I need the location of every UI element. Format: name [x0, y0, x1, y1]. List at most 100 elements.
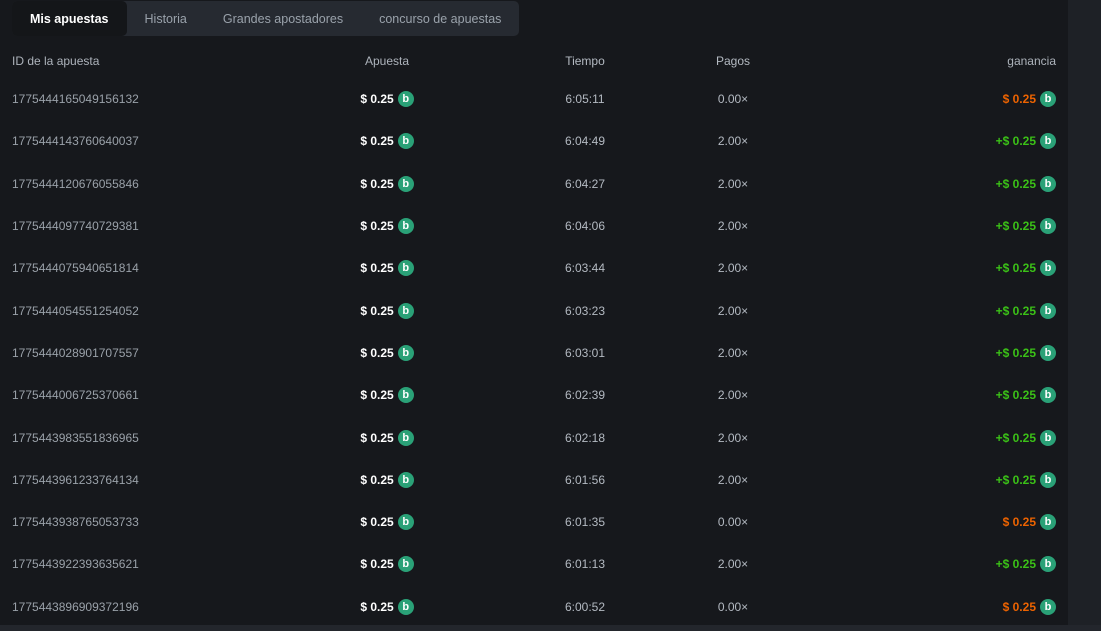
bet-id: 1775444028901707557 — [12, 345, 139, 360]
tab-grandes-apostadores[interactable]: Grandes apostadores — [205, 1, 361, 36]
bet-payout-multiplier: 0.00× — [717, 599, 749, 614]
bet-time: 6:04:49 — [564, 134, 606, 149]
bet-payout-multiplier: 2.00× — [717, 345, 749, 360]
bet-time: 6:01:35 — [564, 515, 606, 530]
coin-icon: b — [1040, 91, 1056, 108]
coin-icon: b — [1040, 556, 1056, 573]
table-row[interactable]: 1775444028901707557 $ 0.25 b 6:03:01 2.0… — [0, 332, 1068, 374]
coin-icon: b — [1040, 344, 1056, 361]
coin-icon: b — [397, 598, 414, 615]
bets-table: ID de la apuesta Apuesta Tiempo Pagos ga… — [0, 44, 1068, 628]
table-row[interactable]: 1775444006725370661 $ 0.25 b 6:02:39 2.0… — [0, 374, 1068, 416]
bet-id: 1775443961233764134 — [12, 472, 139, 487]
bet-profit: +$ 0.25 — [995, 472, 1036, 487]
bet-profit: $ 0.25 — [1002, 92, 1036, 107]
bet-payout-multiplier: 2.00× — [717, 557, 749, 572]
bet-payout-multiplier: 2.00× — [717, 303, 749, 318]
coin-icon: b — [1040, 514, 1056, 531]
coin-icon: b — [397, 133, 414, 150]
coin-icon: b — [397, 175, 414, 192]
tab-historia[interactable]: Historia — [127, 1, 205, 36]
bet-profit: +$ 0.25 — [995, 557, 1036, 572]
bet-payout-multiplier: 2.00× — [717, 388, 749, 403]
bet-profit: +$ 0.25 — [995, 176, 1036, 191]
bet-amount: $ 0.25 — [360, 176, 394, 191]
table-row[interactable]: 1775443983551836965 $ 0.25 b 6:02:18 2.0… — [0, 416, 1068, 458]
table-body: 1775444165049156132 $ 0.25 b 6:05:11 0.0… — [0, 78, 1068, 628]
coin-icon: b — [1040, 260, 1056, 277]
bet-amount: $ 0.25 — [360, 472, 394, 487]
bet-amount: $ 0.25 — [360, 345, 394, 360]
coin-icon: b — [397, 91, 414, 108]
coin-icon: b — [397, 556, 414, 573]
table-row[interactable]: 1775443938765053733 $ 0.25 b 6:01:35 0.0… — [0, 501, 1068, 543]
table-row[interactable]: 1775443896909372196 $ 0.25 b 6:00:52 0.0… — [0, 586, 1068, 628]
table-row[interactable]: 1775444075940651814 $ 0.25 b 6:03:44 2.0… — [0, 247, 1068, 289]
tab-concurso-de-apuestas[interactable]: concurso de apuestas — [361, 1, 519, 36]
bet-profit: +$ 0.25 — [995, 303, 1036, 318]
bet-id: 1775444054551254052 — [12, 303, 139, 318]
tab-label: Mis apuestas — [30, 11, 109, 26]
bet-time: 6:03:23 — [564, 303, 606, 318]
table-row[interactable]: 1775444143760640037 $ 0.25 b 6:04:49 2.0… — [0, 120, 1068, 162]
coin-icon: b — [1040, 471, 1056, 488]
tab-label: Grandes apostadores — [222, 11, 344, 26]
coin-icon: b — [397, 514, 414, 531]
bet-payout-multiplier: 2.00× — [717, 134, 749, 149]
bet-profit: +$ 0.25 — [995, 430, 1036, 445]
bet-payout-multiplier: 2.00× — [717, 472, 749, 487]
bet-profit: +$ 0.25 — [995, 134, 1036, 149]
bet-profit: $ 0.25 — [1002, 599, 1036, 614]
coin-icon: b — [1040, 133, 1056, 150]
coin-icon: b — [397, 429, 414, 446]
table-row[interactable]: 1775444120676055846 $ 0.25 b 6:04:27 2.0… — [0, 163, 1068, 205]
bets-tabbar: Mis apuestas Historia Grandes apostadore… — [12, 1, 520, 36]
bet-amount: $ 0.25 — [360, 92, 394, 107]
bet-id: 1775444097740729381 — [12, 219, 139, 234]
bet-id: 1775443922393635621 — [12, 557, 139, 572]
coin-icon: b — [1040, 387, 1056, 404]
coin-icon: b — [1040, 175, 1056, 192]
column-header-bet-id: ID de la apuesta — [12, 54, 100, 68]
bet-id: 1775444120676055846 — [12, 176, 139, 191]
bet-time: 6:04:06 — [564, 219, 606, 234]
bet-profit: $ 0.25 — [1002, 515, 1036, 530]
tab-mis-apuestas[interactable]: Mis apuestas — [12, 1, 127, 36]
table-row[interactable]: 1775444165049156132 $ 0.25 b 6:05:11 0.0… — [0, 78, 1068, 120]
bet-payout-multiplier: 0.00× — [717, 515, 749, 530]
table-row[interactable]: 1775443922393635621 $ 0.25 b 6:01:13 2.0… — [0, 543, 1068, 585]
bet-amount: $ 0.25 — [360, 219, 394, 234]
coin-icon: b — [1040, 218, 1056, 235]
column-header-time: Tiempo — [565, 54, 605, 68]
bet-amount: $ 0.25 — [360, 515, 394, 530]
bet-id: 1775443938765053733 — [12, 515, 139, 530]
bet-amount: $ 0.25 — [360, 261, 394, 276]
bet-payout-multiplier: 0.00× — [717, 92, 749, 107]
table-row[interactable]: 1775444097740729381 $ 0.25 b 6:04:06 2.0… — [0, 205, 1068, 247]
bet-time: 6:03:44 — [564, 261, 606, 276]
table-row[interactable]: 1775444054551254052 $ 0.25 b 6:03:23 2.0… — [0, 289, 1068, 331]
bet-amount: $ 0.25 — [360, 303, 394, 318]
coin-icon: b — [397, 387, 414, 404]
bet-profit: +$ 0.25 — [995, 345, 1036, 360]
coin-icon: b — [397, 344, 414, 361]
table-header-row: ID de la apuesta Apuesta Tiempo Pagos ga… — [0, 44, 1068, 78]
coin-icon: b — [1040, 429, 1056, 446]
bet-profit: +$ 0.25 — [995, 388, 1036, 403]
bet-id: 1775443983551836965 — [12, 430, 139, 445]
bet-time: 6:00:52 — [564, 599, 606, 614]
bet-amount: $ 0.25 — [360, 430, 394, 445]
bet-time: 6:05:11 — [565, 92, 605, 107]
tab-label: concurso de apuestas — [379, 11, 502, 26]
column-header-bet: Apuesta — [364, 54, 410, 68]
bet-payout-multiplier: 2.00× — [717, 430, 749, 445]
bet-payout-multiplier: 2.00× — [717, 176, 749, 191]
page-background-strip — [1068, 0, 1101, 631]
bet-payout-multiplier: 2.00× — [717, 219, 749, 234]
bet-profit: +$ 0.25 — [995, 261, 1036, 276]
table-row[interactable]: 1775443961233764134 $ 0.25 b 6:01:56 2.0… — [0, 459, 1068, 501]
column-header-payout: Pagos — [715, 54, 751, 68]
bet-id: 1775444006725370661 — [12, 388, 139, 403]
coin-icon: b — [397, 302, 414, 319]
tab-label: Historia — [144, 11, 187, 26]
